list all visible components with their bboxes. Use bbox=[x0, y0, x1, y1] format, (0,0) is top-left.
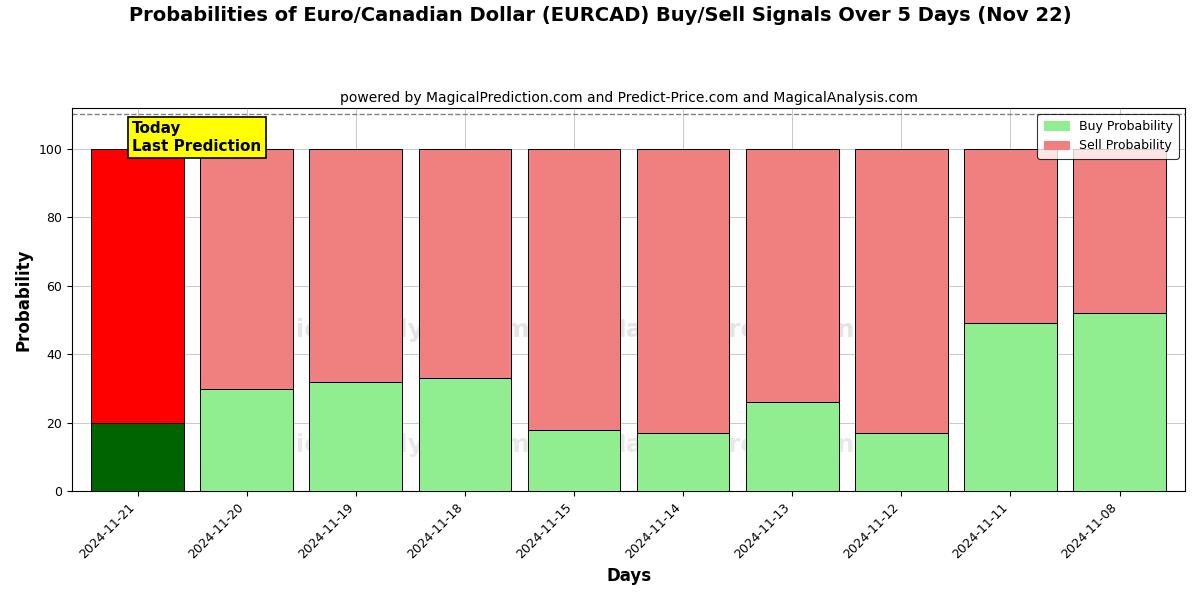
Legend: Buy Probability, Sell Probability: Buy Probability, Sell Probability bbox=[1037, 114, 1178, 158]
Bar bbox=[310, 382, 402, 491]
Bar bbox=[1073, 313, 1166, 491]
Title: powered by MagicalPrediction.com and Predict-Price.com and MagicalAnalysis.com: powered by MagicalPrediction.com and Pre… bbox=[340, 91, 918, 105]
Text: MagicalAnalysis.com: MagicalAnalysis.com bbox=[236, 318, 530, 342]
Bar bbox=[419, 149, 511, 378]
Bar bbox=[854, 149, 948, 433]
Bar bbox=[746, 149, 839, 402]
Bar bbox=[964, 323, 1057, 491]
Bar bbox=[854, 433, 948, 491]
Text: MagicalPrediction.com: MagicalPrediction.com bbox=[601, 318, 923, 342]
Text: Probabilities of Euro/Canadian Dollar (EURCAD) Buy/Sell Signals Over 5 Days (Nov: Probabilities of Euro/Canadian Dollar (E… bbox=[128, 6, 1072, 25]
Text: Today
Last Prediction: Today Last Prediction bbox=[132, 121, 262, 154]
Bar bbox=[964, 149, 1057, 323]
Bar bbox=[528, 430, 620, 491]
Bar bbox=[1073, 149, 1166, 313]
Text: MagicalPrediction.com: MagicalPrediction.com bbox=[601, 433, 923, 457]
Bar bbox=[91, 423, 184, 491]
Y-axis label: Probability: Probability bbox=[16, 248, 34, 351]
Bar bbox=[637, 433, 730, 491]
Bar bbox=[637, 149, 730, 433]
Bar bbox=[200, 389, 293, 491]
Bar bbox=[200, 149, 293, 389]
X-axis label: Days: Days bbox=[606, 567, 652, 585]
Bar bbox=[528, 149, 620, 430]
Bar bbox=[91, 149, 184, 423]
Bar bbox=[746, 402, 839, 491]
Bar bbox=[419, 378, 511, 491]
Bar bbox=[310, 149, 402, 382]
Text: MagicalAnalysis.com: MagicalAnalysis.com bbox=[236, 433, 530, 457]
